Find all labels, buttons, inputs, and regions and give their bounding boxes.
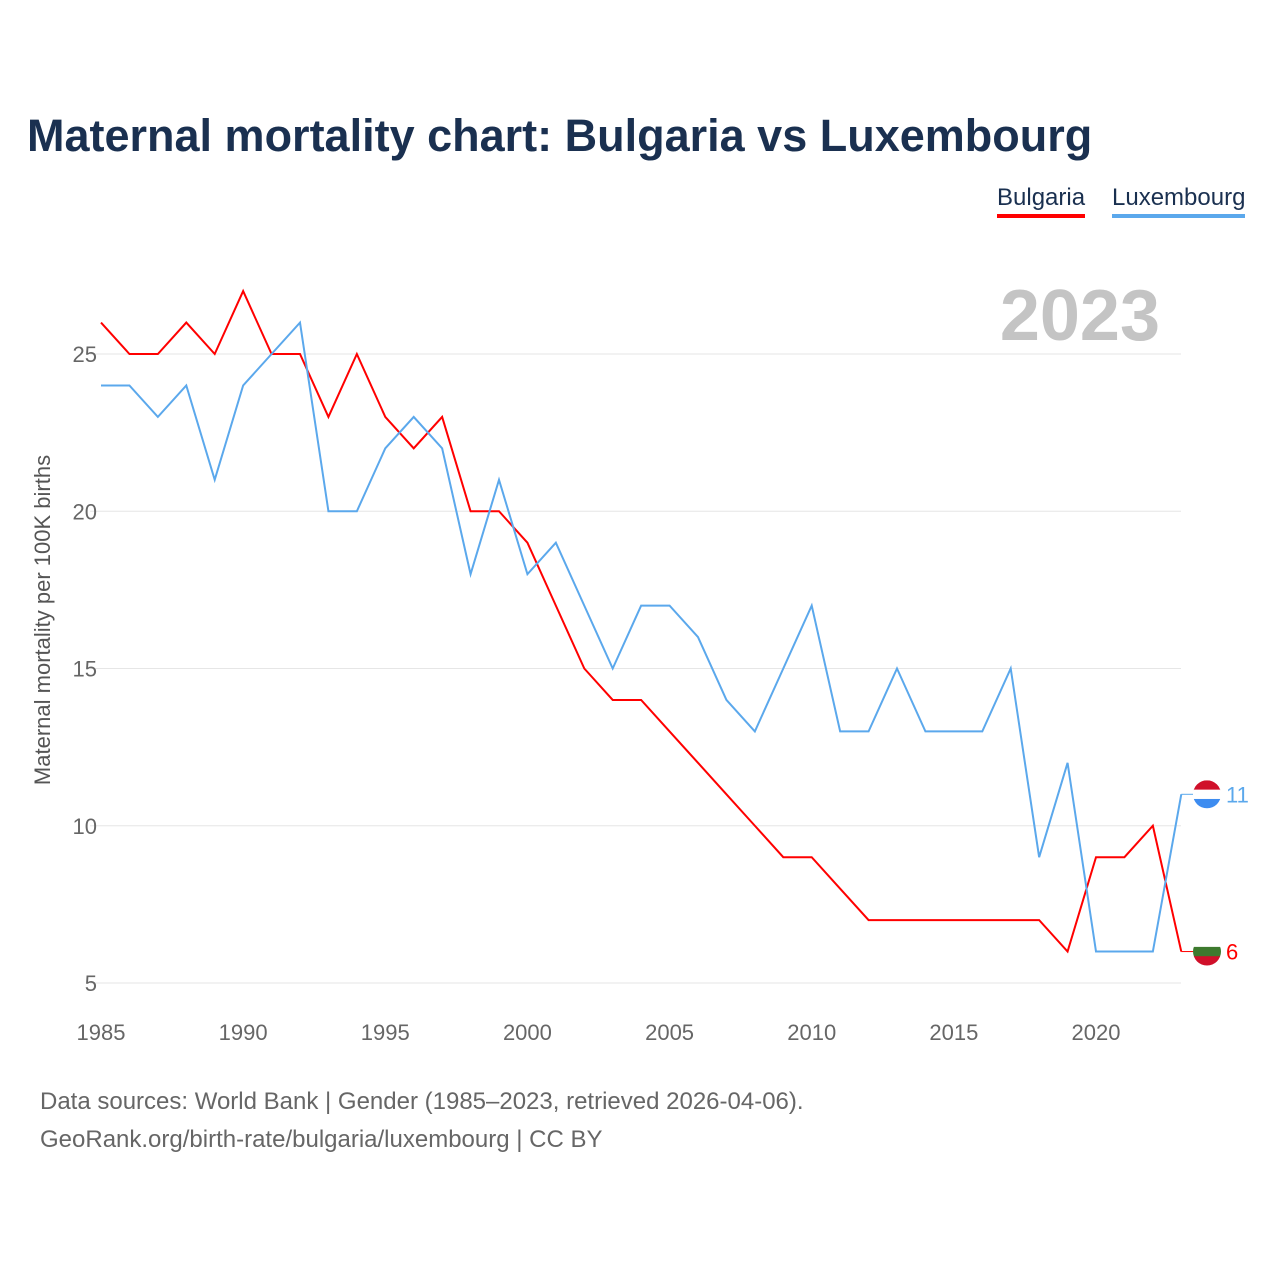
flag-luxembourg-icon xyxy=(1193,798,1221,809)
x-tick-label: 2000 xyxy=(503,1020,552,1045)
flag-bulgaria-icon xyxy=(1193,956,1221,966)
year-label: 2023 xyxy=(1000,276,1160,356)
footer-sources: Data sources: World Bank | Gender (1985–… xyxy=(40,1088,804,1115)
y-tick-label: 10 xyxy=(73,814,97,839)
series-line-luxembourg xyxy=(101,320,1183,953)
chart-title: Maternal mortality chart: Bulgaria vs Lu… xyxy=(27,110,1093,161)
x-tick-label: 2020 xyxy=(1072,1020,1121,1045)
y-tick-label: 5 xyxy=(85,971,97,996)
end-value-label: 11 xyxy=(1226,782,1249,807)
x-tick-label: 1985 xyxy=(77,1020,126,1045)
y-tick-label: 20 xyxy=(73,499,97,524)
x-tick-label: 2005 xyxy=(645,1020,694,1045)
x-tick-label: 1990 xyxy=(219,1020,268,1045)
flag-luxembourg-icon xyxy=(1193,789,1221,800)
y-tick-label: 15 xyxy=(73,657,97,682)
flag-bulgaria-icon xyxy=(1193,946,1221,957)
x-tick-label: 2010 xyxy=(787,1020,836,1045)
legend-bulgaria[interactable]: Bulgaria xyxy=(997,184,1086,218)
y-tick-label: 25 xyxy=(73,342,97,367)
x-tick-label: 2015 xyxy=(929,1020,978,1045)
flag-bulgaria-icon xyxy=(1193,937,1221,948)
footer-link[interactable]: GeoRank.org/birth-rate/bulgaria/luxembou… xyxy=(40,1126,603,1153)
end-value-label: 6 xyxy=(1226,940,1238,965)
y-axis-label: Maternal mortality per 100K births xyxy=(30,455,55,785)
series-line-bulgaria xyxy=(100,288,1183,954)
legend-luxembourg[interactable]: Luxembourg xyxy=(1112,184,1246,218)
x-tick-label: 1995 xyxy=(361,1020,410,1045)
flag-luxembourg-icon xyxy=(1193,780,1221,791)
